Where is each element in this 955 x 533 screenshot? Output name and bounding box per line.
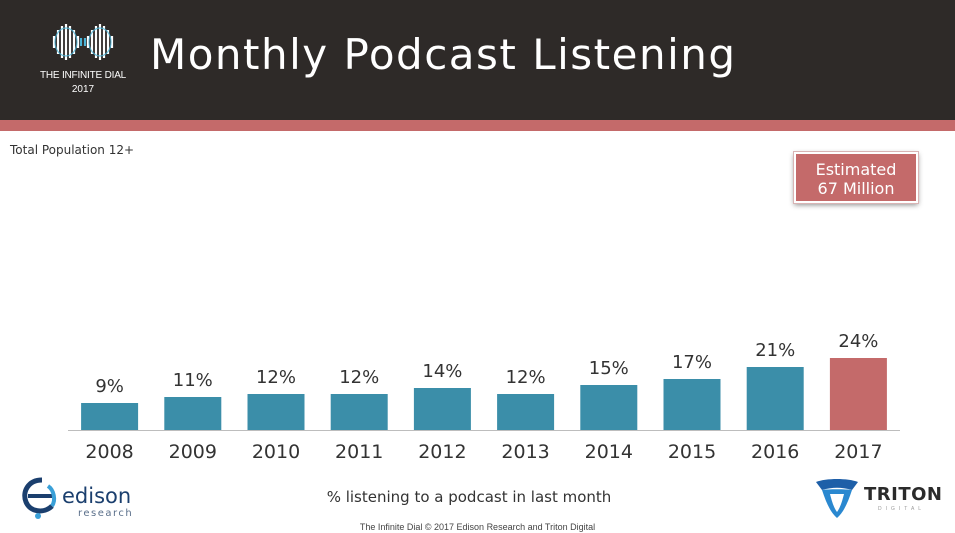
- data-label-2014: 15%: [589, 358, 629, 379]
- accent-divider: [0, 120, 955, 131]
- x-tick-label-2011: 2011: [335, 441, 383, 463]
- triton-emblem-icon: [816, 479, 858, 518]
- x-tick-label-2010: 2010: [252, 441, 300, 463]
- header-banner: THE INFINITE DIAL 2017 Monthly Podcast L…: [0, 0, 955, 120]
- data-label-2011: 12%: [339, 367, 379, 388]
- bar-2013: [497, 394, 555, 430]
- data-label-2016: 21%: [755, 340, 795, 361]
- bar-2012: [413, 388, 471, 430]
- bar-2010: [247, 394, 305, 430]
- x-tick-label-2015: 2015: [668, 441, 716, 463]
- bar-2017: [829, 358, 887, 430]
- bar-2015: [663, 379, 721, 430]
- bar-2011: [330, 394, 388, 430]
- x-tick-label-2009: 2009: [169, 441, 217, 463]
- data-label-2015: 17%: [672, 352, 712, 373]
- callout-line-2: 67 Million: [817, 179, 895, 198]
- bar-2014: [580, 385, 638, 430]
- callout-line-1: Estimated: [815, 160, 897, 179]
- triton-wordmark: TRITON: [864, 484, 943, 505]
- data-label-2009: 11%: [173, 370, 213, 391]
- data-label-2012: 14%: [422, 361, 462, 382]
- triton-digital-logo: TRITON DIGITAL: [812, 472, 944, 522]
- page-title: Monthly Podcast Listening: [150, 30, 737, 79]
- edison-wordmark: edison: [62, 484, 132, 508]
- bars-group: [81, 358, 887, 430]
- triton-subtext: DIGITAL: [878, 506, 926, 512]
- infinity-icon: [52, 24, 114, 60]
- labels-group: 9% 2008 11% 2009 12% 2010 12% 2011 14% 2012 12% 201…: [85, 331, 882, 463]
- x-tick-label-2012: 2012: [418, 441, 466, 463]
- data-label-2017: 24%: [838, 331, 878, 352]
- x-tick-label-2008: 2008: [85, 441, 133, 463]
- data-label-2013: 12%: [506, 367, 546, 388]
- chart-caption: % listening to a podcast in last month: [326, 488, 612, 506]
- logo-name: THE INFINITE DIAL: [39, 70, 127, 81]
- data-label-2010: 12%: [256, 367, 296, 388]
- x-tick-label-2013: 2013: [501, 441, 549, 463]
- bar-2008: [81, 403, 139, 430]
- edison-swirl-icon: [22, 477, 57, 519]
- estimate-callout: Estimated 67 Million: [794, 152, 918, 203]
- bar-2009: [164, 397, 222, 430]
- infinite-dial-logo: THE INFINITE DIAL 2017: [28, 14, 138, 100]
- footer-credit: The Infinite Dial © 2017 Edison Research…: [359, 522, 596, 532]
- x-tick-label-2014: 2014: [585, 441, 633, 463]
- x-tick-label-2016: 2016: [751, 441, 799, 463]
- logo-year: 2017: [71, 84, 95, 95]
- bar-2016: [746, 367, 804, 430]
- edison-subtext: research: [78, 508, 134, 519]
- population-label: Total Population 12+: [10, 143, 135, 157]
- x-tick-label-2017: 2017: [834, 441, 882, 463]
- data-label-2008: 9%: [95, 376, 124, 397]
- edison-research-logo: edison research: [18, 474, 148, 522]
